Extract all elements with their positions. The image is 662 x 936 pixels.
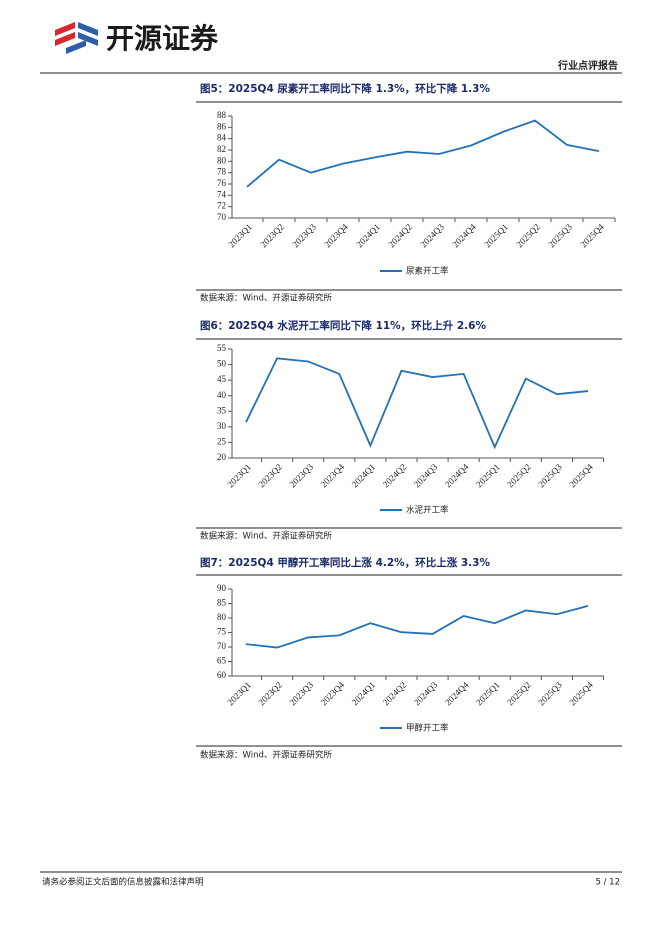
- source-note: 数据来源：Wind、开源证券研究所: [200, 750, 332, 761]
- x-tick-label: 2023Q4: [319, 461, 347, 489]
- figure-title: 图7：2025Q4 甲醇开工率同比上涨 4.2%，环比上涨 3.3%: [200, 556, 490, 569]
- x-tick-label: 2023Q3: [287, 679, 315, 707]
- x-tick-label: 2023Q4: [319, 679, 347, 707]
- x-tick-label: 2023Q1: [225, 462, 253, 490]
- y-tick-label: 74: [217, 189, 227, 199]
- y-tick-label: 70: [217, 641, 227, 651]
- y-tick-label: 50: [217, 359, 227, 369]
- x-tick-label: 2023Q3: [290, 221, 318, 249]
- y-tick-label: 65: [217, 656, 227, 666]
- x-tick-label: 2024Q2: [381, 680, 409, 708]
- y-tick-label: 60: [217, 670, 227, 680]
- legend-label: 尿素开工率: [406, 266, 449, 277]
- x-tick-label: 2025Q4: [567, 679, 595, 707]
- y-tick-label: 78: [217, 167, 227, 177]
- x-tick-label: 2023Q4: [322, 221, 350, 249]
- figure-title: 图6：2025Q4 水泥开工率同比下降 11%，环比上升 2.6%: [200, 319, 486, 332]
- disclaimer: 请务必参阅正文后面的信息披露和法律声明: [42, 877, 204, 888]
- source-note: 数据来源：Wind、开源证券研究所: [200, 531, 332, 542]
- logo-mark: [55, 22, 98, 54]
- x-tick-label: 2023Q2: [258, 222, 286, 250]
- x-tick-label: 2024Q4: [443, 461, 471, 489]
- y-tick-label: 72: [217, 201, 226, 211]
- x-tick-label: 2024Q4: [443, 679, 471, 707]
- line: [245, 604, 589, 649]
- x-tick-label: 2025Q2: [505, 462, 533, 490]
- report-type: 行业点评报告: [557, 59, 618, 72]
- x-tick-label: 2025Q4: [567, 461, 595, 489]
- y-tick-label: 70: [217, 212, 227, 222]
- x-tick-label: 2024Q2: [386, 222, 414, 250]
- y-tick-label: 88: [217, 110, 227, 120]
- y-tick-label: 40: [217, 390, 227, 400]
- legend-label: 水泥开工率: [406, 505, 449, 516]
- y-tick-label: 90: [217, 583, 227, 593]
- y-tick-label: 55: [217, 343, 227, 353]
- x-tick-label: 2025Q3: [546, 221, 574, 249]
- x-tick-label: 2024Q1: [350, 680, 378, 708]
- x-tick-label: 2024Q1: [350, 462, 378, 490]
- legend-label: 甲醇开工率: [406, 723, 449, 734]
- brand: 开源证券: [106, 22, 219, 55]
- x-tick-label: 2024Q3: [412, 679, 440, 707]
- x-tick-label: 2023Q3: [287, 461, 315, 489]
- x-tick-label: 2025Q4: [578, 221, 606, 249]
- y-tick-label: 86: [217, 121, 227, 131]
- x-tick-label: 2024Q4: [450, 221, 478, 249]
- x-tick-label: 2025Q3: [536, 679, 564, 707]
- x-tick-label: 2024Q1: [354, 222, 382, 250]
- page-number: 5 / 12: [596, 878, 621, 888]
- y-tick-label: 76: [217, 178, 227, 188]
- x-tick-label: 2025Q1: [474, 680, 502, 708]
- source-note: 数据来源：Wind、开源证券研究所: [200, 293, 332, 304]
- x-tick-label: 2024Q3: [418, 221, 446, 249]
- y-tick-label: 35: [217, 405, 227, 415]
- x-tick-label: 2023Q2: [256, 680, 284, 708]
- y-tick-label: 25: [217, 436, 227, 446]
- x-tick-label: 2025Q1: [482, 222, 510, 250]
- x-tick-label: 2024Q2: [381, 462, 409, 490]
- x-tick-label: 2025Q2: [514, 222, 542, 250]
- y-tick-label: 82: [217, 144, 226, 154]
- line: [246, 119, 600, 188]
- x-tick-label: 2025Q2: [505, 680, 533, 708]
- y-tick-label: 30: [217, 421, 227, 431]
- y-tick-label: 80: [217, 155, 227, 165]
- line: [245, 357, 589, 450]
- figure-title: 图5：2025Q4 尿素开工率同比下降 1.3%，环比下降 1.3%: [200, 82, 490, 95]
- x-tick-label: 2023Q1: [225, 680, 253, 708]
- x-tick-label: 2023Q2: [256, 462, 284, 490]
- y-tick-label: 45: [217, 374, 227, 384]
- y-tick-label: 85: [217, 598, 227, 608]
- y-tick-label: 84: [217, 133, 227, 143]
- y-tick-label: 75: [217, 627, 227, 637]
- x-tick-label: 2023Q1: [226, 222, 254, 250]
- y-tick-label: 20: [217, 452, 227, 462]
- x-tick-label: 2025Q1: [474, 462, 502, 490]
- x-tick-label: 2025Q3: [536, 461, 564, 489]
- x-tick-label: 2024Q3: [412, 461, 440, 489]
- y-tick-label: 80: [217, 612, 227, 622]
